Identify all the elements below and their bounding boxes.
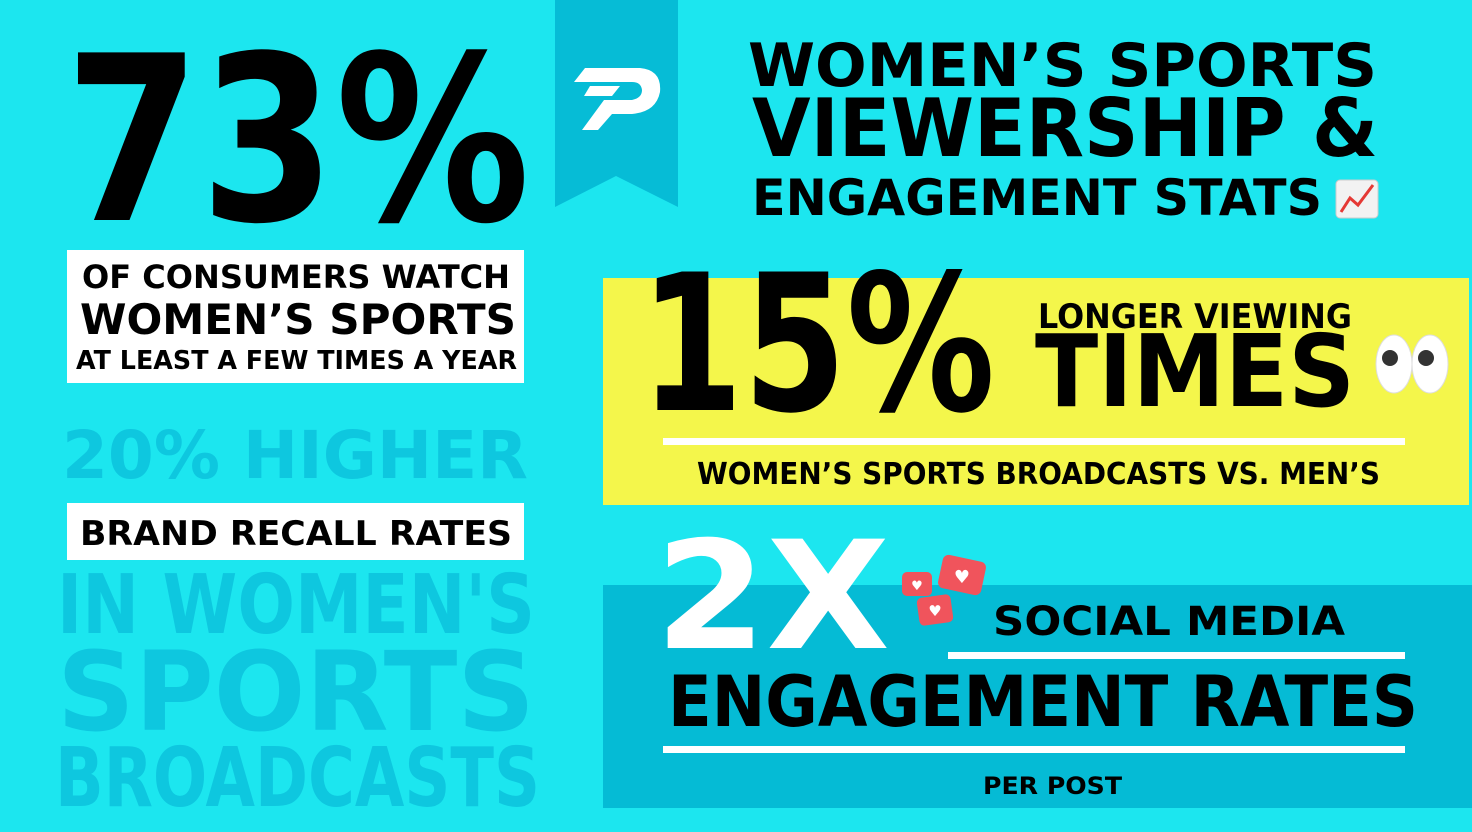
label-line: BROADCASTS [55, 731, 540, 826]
divider [948, 652, 1405, 659]
svg-text:♥: ♥ [911, 579, 923, 594]
title-line: ENGAGEMENT STATS [752, 169, 1322, 227]
title-line: WOMEN’S SPORTS [748, 31, 1377, 101]
label: SOCIAL MEDIA [993, 599, 1345, 645]
stat: 2X [655, 510, 890, 684]
panel [603, 278, 1469, 505]
note: WOMEN’S SPORTS BROADCASTS VS. MEN’S [697, 457, 1380, 492]
svg-text:♥: ♥ [954, 567, 970, 588]
stat: 73% [65, 8, 530, 275]
label: BRAND RECALL RATES [80, 514, 512, 554]
label-line: OF CONSUMERS WATCH [82, 258, 510, 296]
divider [663, 438, 1405, 445]
eyes-icon [1375, 334, 1449, 394]
title-line: VIEWERSHIP & [752, 82, 1378, 175]
label-box [67, 503, 524, 560]
label-line: AT LEAST A FEW TIMES A YEAR [76, 346, 517, 376]
label-line: IN WOMEN'S [57, 558, 535, 653]
divider [663, 746, 1405, 753]
label: LONGER VIEWING [1038, 297, 1352, 337]
note: PER POST [983, 772, 1123, 800]
label-line: WOMEN’S SPORTS [80, 295, 516, 344]
chart-icon [1335, 179, 1379, 219]
stat: 20% HIGHER [62, 417, 528, 494]
stat: 15% [640, 234, 995, 455]
panel [603, 585, 1472, 808]
label-box [67, 250, 524, 383]
hearts-icon: ♥ ♥ ♥ [902, 554, 986, 626]
label: ENGAGEMENT RATES [668, 661, 1418, 743]
label-line: SPORTS [57, 628, 535, 756]
label: TIMES [1035, 313, 1355, 430]
logo [574, 68, 661, 130]
svg-text:♥: ♥ [928, 602, 941, 620]
